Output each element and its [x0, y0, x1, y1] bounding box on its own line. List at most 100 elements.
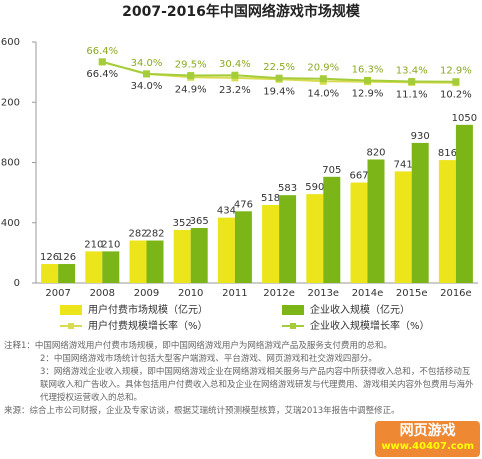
- bar: [190, 228, 208, 283]
- bar-label: 210: [101, 239, 120, 250]
- bar-label: 126: [40, 252, 59, 263]
- x-tick-label: 2013e: [307, 288, 339, 299]
- bar: [102, 251, 120, 283]
- y-tick-label: 1200: [0, 97, 20, 108]
- watermark-text: 网页游戏: [399, 423, 456, 439]
- bar-label: 476: [234, 199, 253, 210]
- bar-label: 583: [278, 183, 297, 194]
- line-marker: [408, 78, 416, 86]
- x-tick-label: 2011: [222, 288, 247, 299]
- bar-label: 741: [394, 159, 413, 170]
- line-label: 30.4%: [219, 59, 251, 70]
- legend-swatch: [282, 305, 304, 315]
- bar: [234, 211, 252, 283]
- y-tick-label: 800: [1, 158, 20, 169]
- bar: [146, 240, 164, 283]
- watermark-url: www.40407.com: [381, 441, 474, 452]
- x-tick-label: 2016e: [440, 288, 472, 299]
- bar: [85, 251, 103, 283]
- line-label: 34.0%: [131, 81, 163, 92]
- line-marker: [98, 58, 106, 66]
- line-label: 20.9%: [307, 63, 339, 74]
- bar: [323, 176, 341, 283]
- legend-swatch: [68, 323, 74, 329]
- chart: 2007-2016年中国网络游戏市场规模 0 400 800 1200 1600 2007…: [0, 3, 478, 332]
- line-label: 13.4%: [396, 66, 428, 77]
- line-label: 29.5%: [175, 60, 207, 71]
- bar-label: 705: [322, 165, 341, 176]
- bar-label: 930: [411, 131, 430, 142]
- notes: 注释1：中国网络游戏用户付费市场规模，即中国网络游戏用户为网络游戏产品及服务支付…: [4, 340, 478, 418]
- bar-label: 210: [84, 239, 103, 250]
- bar-label: 1050: [452, 113, 477, 124]
- bar: [455, 124, 473, 283]
- legend-swatch: [290, 323, 296, 329]
- line-label: 66.4%: [86, 46, 118, 57]
- bar: [411, 142, 429, 283]
- bar: [173, 229, 191, 283]
- chart-title: 2007-2016年中国网络游戏市场规模: [122, 3, 361, 20]
- line-label: 12.9%: [440, 66, 472, 77]
- note: 来源：综合上市公司财报，企业及专家访谈，根据艾瑞统计预测模型核算，艾瑞2013年…: [4, 406, 400, 416]
- x-tick-label: 2008: [90, 288, 115, 299]
- line-marker: [452, 78, 460, 86]
- bar-label: 816: [438, 148, 457, 159]
- x-tick-label: 2010: [178, 288, 203, 299]
- line-marker: [231, 71, 239, 79]
- bar: [394, 171, 412, 283]
- legend-label: 用户付费市场规模（亿元）: [88, 303, 208, 316]
- note: 2：中国网络游戏市场统计包括大型客户端游戏、平台游戏、网页游戏和社交游戏四部分。: [40, 354, 377, 364]
- bar: [41, 264, 59, 283]
- line-marker: [187, 72, 195, 80]
- bar: [217, 217, 235, 283]
- line-label: 34.0%: [131, 58, 163, 69]
- y-tick-label: 400: [1, 218, 20, 229]
- line-marker: [143, 70, 150, 78]
- x-tick-label: 2009: [134, 288, 159, 299]
- line-label: 14.0%: [307, 88, 339, 99]
- line-label: 16.3%: [352, 64, 384, 75]
- line-label: 24.9%: [175, 84, 207, 95]
- bar: [58, 264, 76, 283]
- legend-swatch: [60, 305, 82, 315]
- line-marker: [364, 76, 371, 84]
- bar: [306, 194, 324, 283]
- bar: [262, 204, 280, 283]
- bar-label: 667: [349, 171, 368, 182]
- line-label: 23.2%: [219, 85, 251, 96]
- bar-label: 282: [145, 229, 164, 240]
- x-tick-label: 2015e: [396, 288, 428, 299]
- bar-label: 126: [57, 252, 76, 263]
- x-tick-label: 2014e: [352, 288, 384, 299]
- legend-label: 用户付费规模增长率（%）: [88, 319, 208, 332]
- note: 注释1：中国网络游戏用户付费市场规模，即中国网络游戏用户为网络游戏产品及服务支付…: [4, 341, 392, 351]
- y-tick-label: 1600: [0, 37, 20, 48]
- watermark: 网页游戏 www.40407.com: [375, 421, 480, 457]
- bar-label: 352: [173, 218, 192, 229]
- line-label: 10.2%: [440, 90, 472, 101]
- bar: [279, 195, 297, 283]
- note: 3：网络游戏企业收入规模，即中国网络游戏企业在网络游戏相关服务与产品内容中所获得…: [40, 367, 474, 403]
- bar: [129, 240, 147, 283]
- bar-label: 434: [217, 206, 236, 217]
- line-marker: [275, 74, 283, 82]
- y-tick-label: 0: [14, 278, 20, 289]
- line-marker: [319, 75, 327, 83]
- bar-label: 518: [261, 193, 280, 204]
- x-tick-label: 2007: [45, 288, 70, 299]
- bar: [438, 160, 456, 283]
- bar-label: 282: [128, 229, 147, 240]
- legend-label: 企业收入规模（亿元）: [310, 303, 410, 316]
- line-label: 11.1%: [396, 89, 428, 100]
- line-label: 19.4%: [263, 86, 295, 97]
- x-tick-label: 2012e: [263, 288, 295, 299]
- line-label: 12.9%: [352, 89, 384, 100]
- bar-label: 590: [305, 182, 324, 193]
- bar-label: 365: [190, 216, 209, 227]
- bar: [350, 182, 368, 283]
- bar-label: 820: [366, 147, 385, 158]
- line-label: 66.4%: [86, 69, 118, 80]
- bar: [367, 159, 385, 283]
- line-label: 22.5%: [263, 62, 295, 73]
